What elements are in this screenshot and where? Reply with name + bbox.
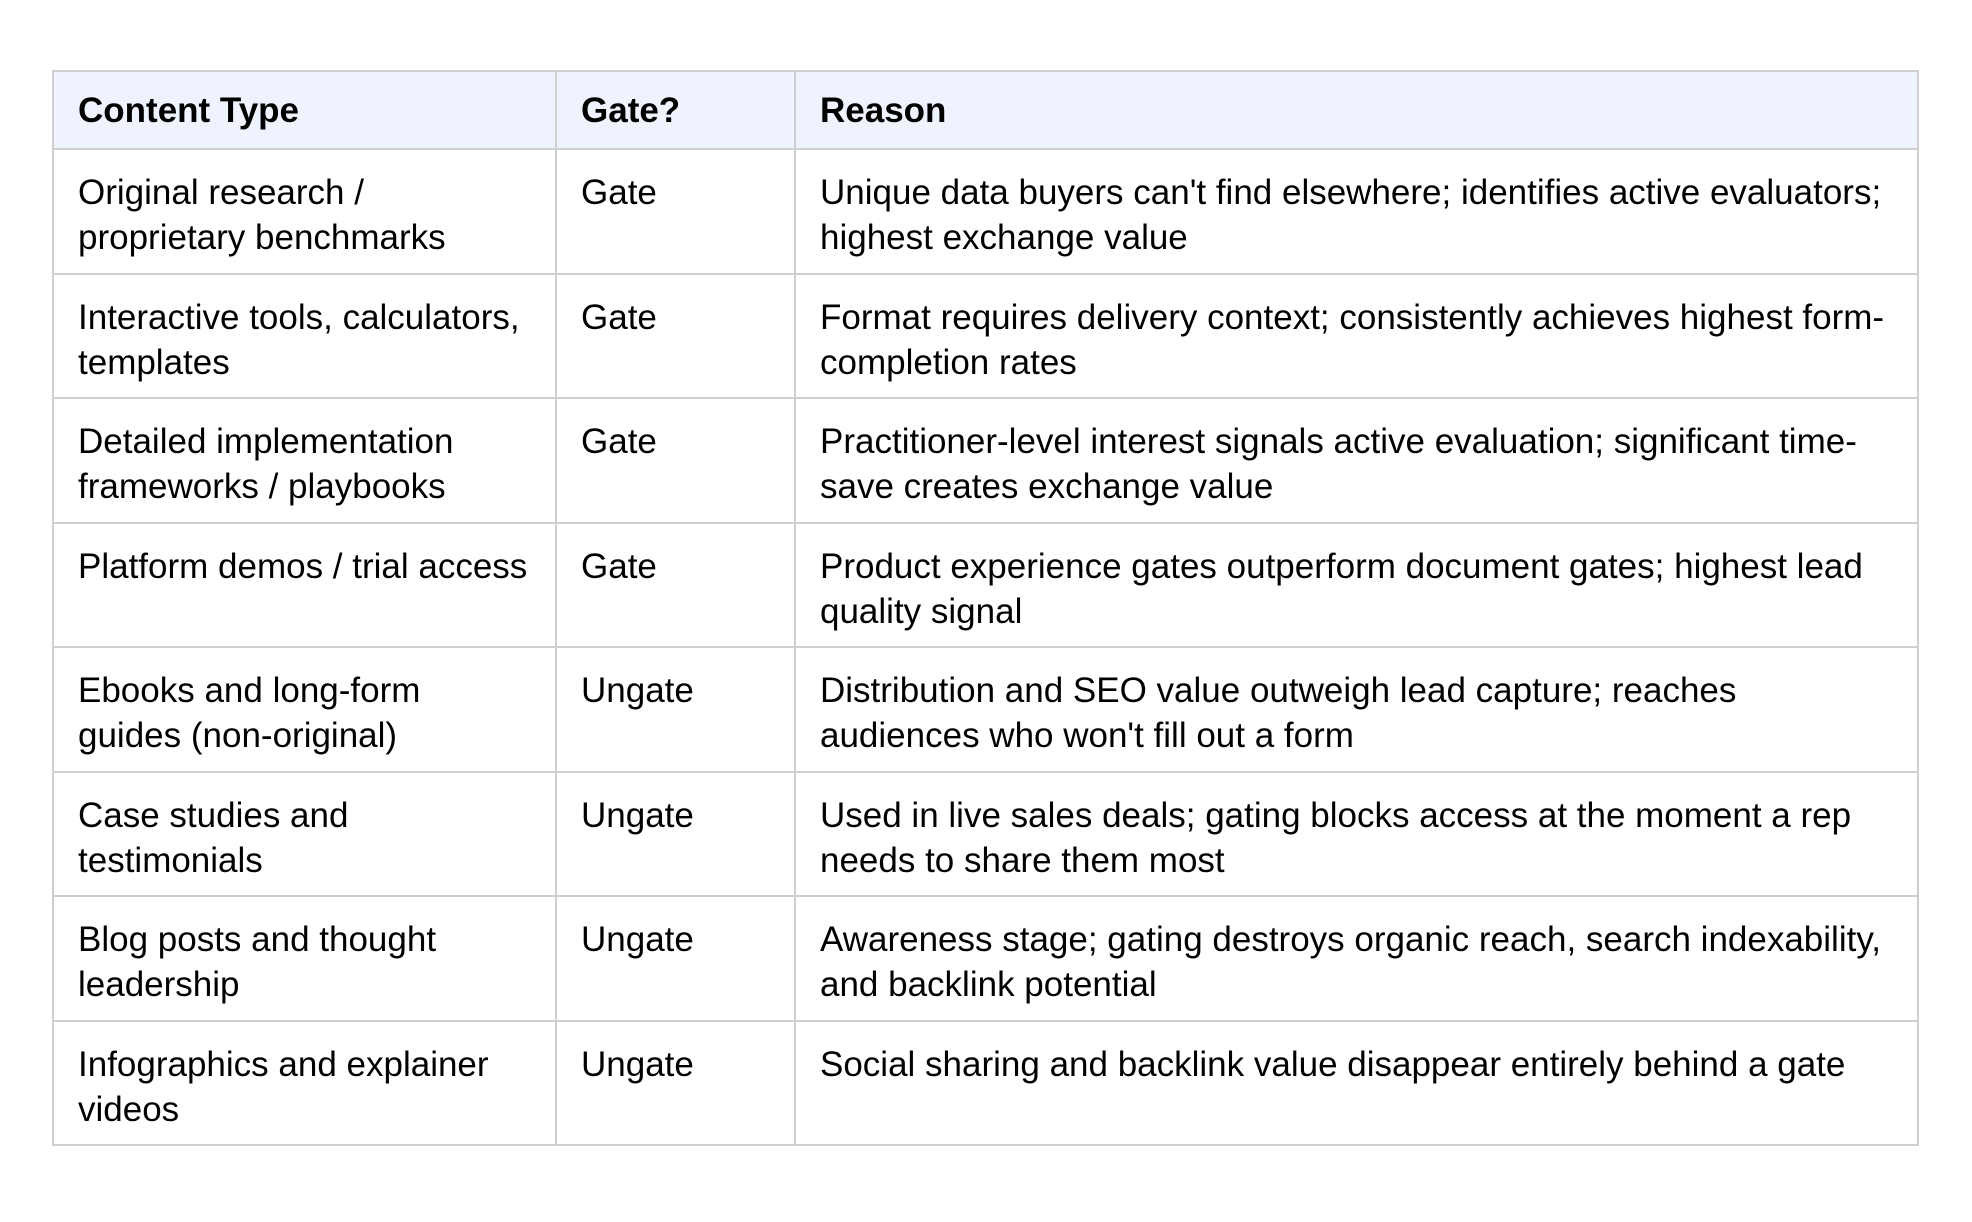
header-cell: Gate? xyxy=(555,70,796,150)
table-cell: Social sharing and backlink value disapp… xyxy=(794,1019,1919,1146)
table-cell: Detailed implementation frameworks / pla… xyxy=(52,397,557,524)
table-cell: Platform demos / trial access xyxy=(52,521,557,648)
header-row: Content Type Gate? Reason xyxy=(52,70,1919,150)
header-cell: Content Type xyxy=(52,70,557,150)
table-cell: Format requires delivery context; consis… xyxy=(794,272,1919,399)
table-cell: Used in live sales deals; gating blocks … xyxy=(794,770,1919,897)
header-cell: Reason xyxy=(794,70,1919,150)
table-cell: Interactive tools, calculators, template… xyxy=(52,272,557,399)
table-cell: Gate xyxy=(555,272,796,399)
table-cell: Gate xyxy=(555,397,796,524)
table-cell: Gate xyxy=(555,521,796,648)
table-row: Detailed implementation frameworks / pla… xyxy=(52,397,1919,524)
table-cell: Unique data buyers can't find elsewhere;… xyxy=(794,148,1919,275)
table-row: Original research / proprietary benchmar… xyxy=(52,148,1919,275)
table-cell: Blog posts and thought leadership xyxy=(52,895,557,1022)
table-row: Case studies and testimonials Ungate Used … xyxy=(52,770,1919,897)
table-cell: Case studies and testimonials xyxy=(52,770,557,897)
table-row: Infographics and explainer videos Ungate S… xyxy=(52,1019,1919,1146)
table: Content Type Gate? Reason Original researc… xyxy=(52,70,1919,1146)
table-cell: Awareness stage; gating destroys organic… xyxy=(794,895,1919,1022)
table-cell: Product experience gates outperform docu… xyxy=(794,521,1919,648)
table-cell: Ungate xyxy=(555,895,796,1022)
table-container: Content Type Gate? Reason Original researc… xyxy=(52,70,1919,1146)
table-cell: Gate xyxy=(555,148,796,275)
table-row: Ebooks and long-form guides (non-origina… xyxy=(52,646,1919,773)
table-cell: Original research / proprietary benchmar… xyxy=(52,148,557,275)
table-cell: Practitioner-level interest signals acti… xyxy=(794,397,1919,524)
table-cell: Ungate xyxy=(555,646,796,773)
table-cell: Ungate xyxy=(555,770,796,897)
table-cell: Ebooks and long-form guides (non-origina… xyxy=(52,646,557,773)
table-row: Interactive tools, calculators, template… xyxy=(52,272,1919,399)
table-cell: Infographics and explainer videos xyxy=(52,1019,557,1146)
table-row: Blog posts and thought leadership Ungate A… xyxy=(52,895,1919,1022)
table-cell: Distribution and SEO value outweigh lead… xyxy=(794,646,1919,773)
table-row: Platform demos / trial access Gate Product… xyxy=(52,521,1919,648)
table-cell: Ungate xyxy=(555,1019,796,1146)
